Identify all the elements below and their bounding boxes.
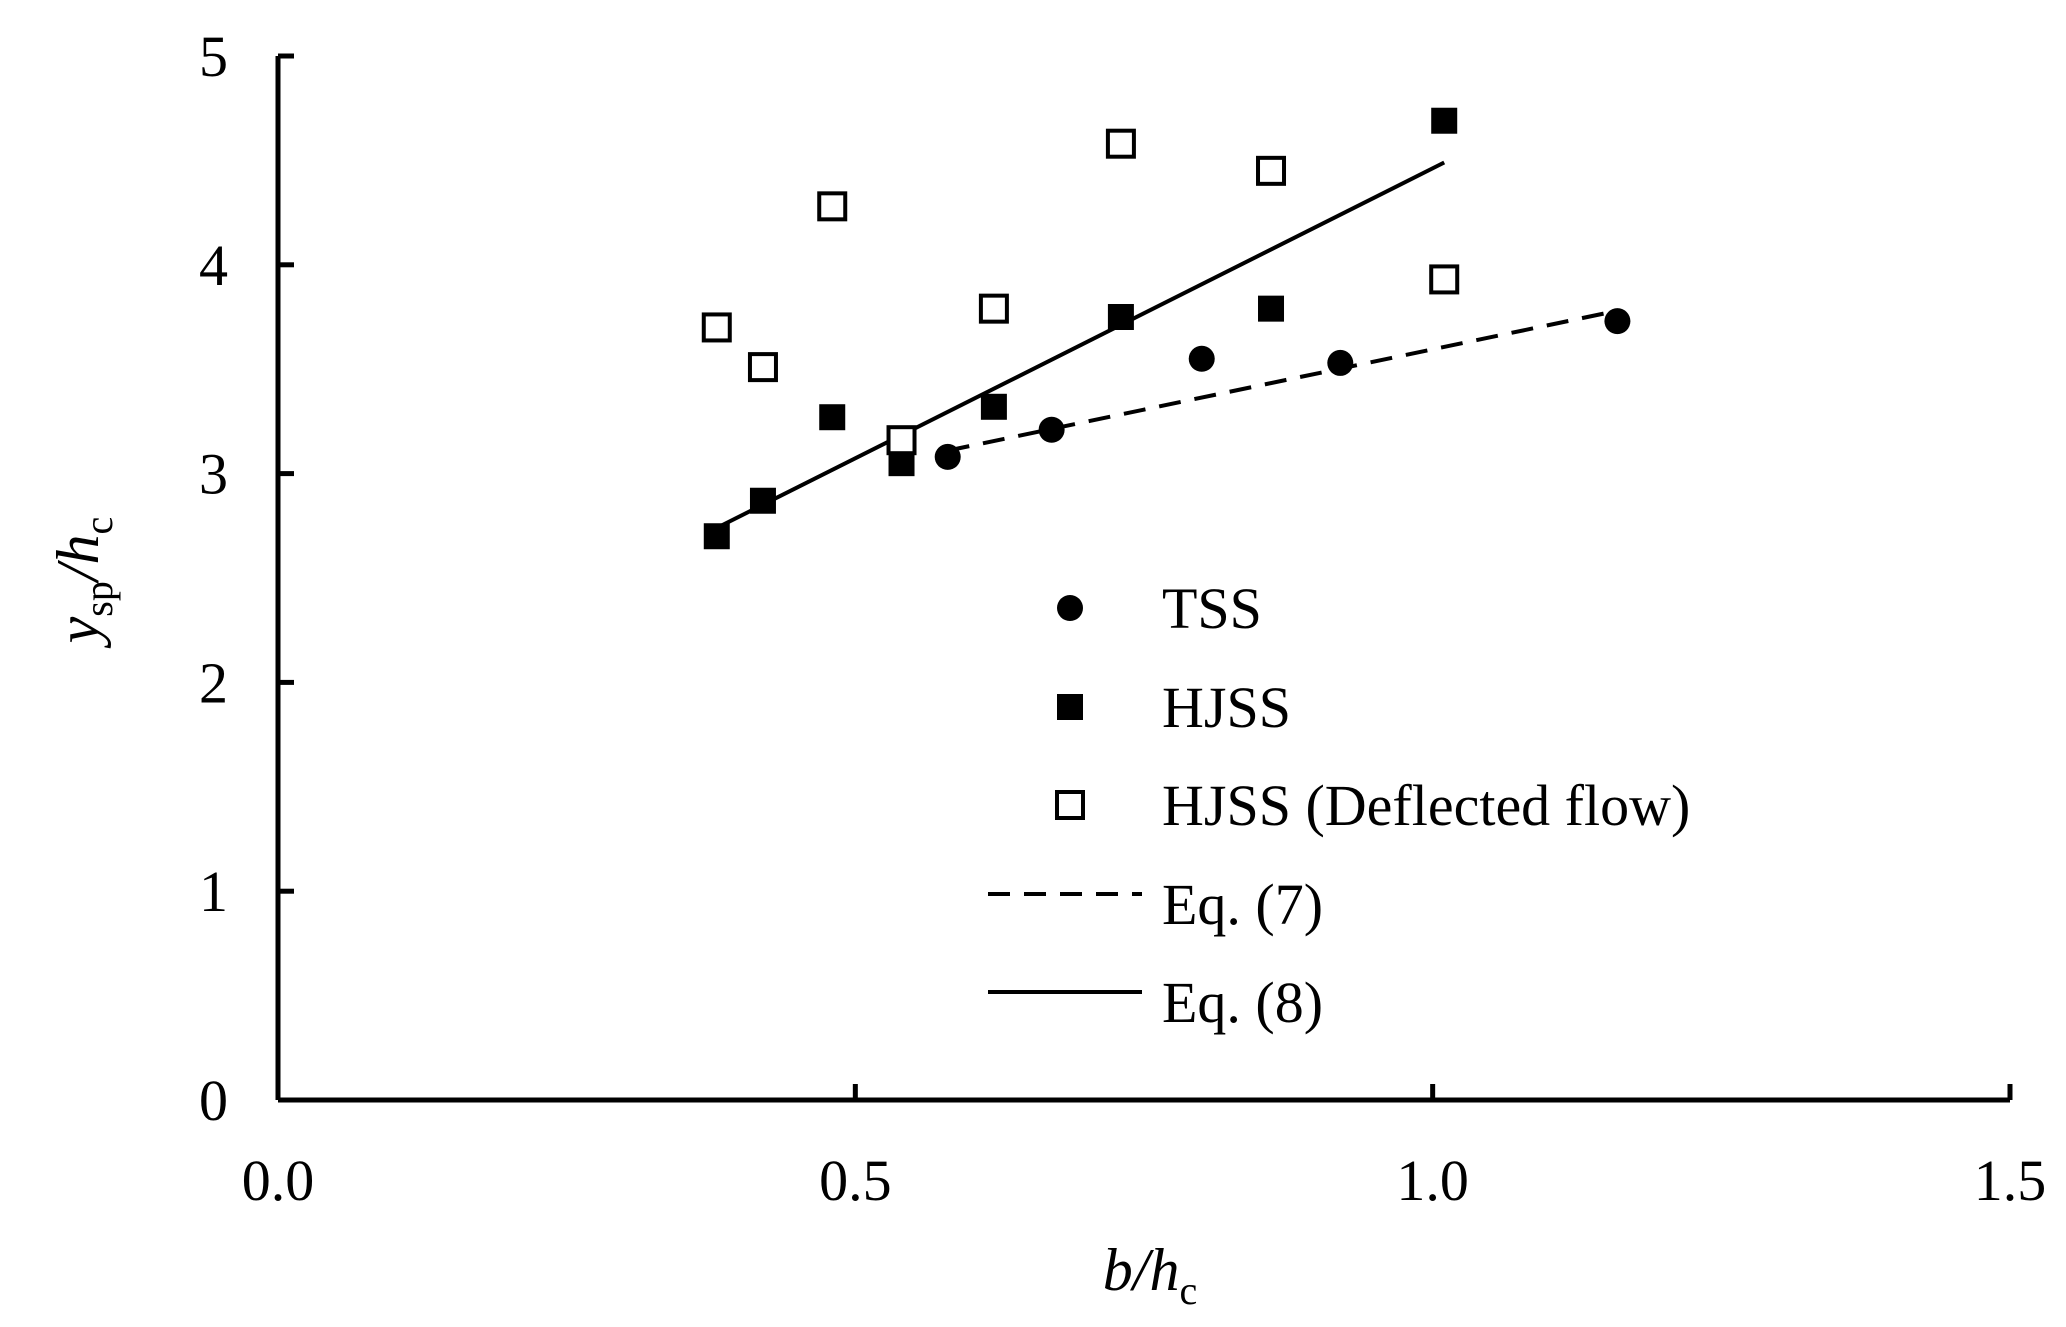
legend-hjss-marker	[1057, 694, 1083, 720]
hjss-deflected-point	[747, 352, 778, 383]
tss-point	[1038, 416, 1065, 443]
x-axis-title-main: b/h	[1103, 1237, 1180, 1303]
legend-hjss-deflected-label: HJSS (Deflected flow)	[1162, 773, 1690, 838]
eq8-line	[715, 160, 1446, 530]
tss-point	[934, 443, 961, 470]
y-axis-title-sub1: sp	[76, 581, 121, 617]
y-tick-label: 1	[199, 859, 228, 924]
y-axis-title: ysp/hc	[45, 517, 121, 650]
axes: 0.0 0.5 1.0 1.5 0 1 2 3 4 5	[199, 24, 2046, 1213]
tss-point	[1604, 308, 1631, 335]
legend-tss-label: TSS	[1162, 576, 1262, 641]
y-axis-title-sub2: c	[76, 517, 121, 535]
x-axis-title: b/hc	[1103, 1237, 1197, 1313]
y-axis-title-mid: /h	[45, 534, 111, 584]
hjss-point	[1431, 107, 1458, 134]
x-tick-label: 1.0	[1396, 1148, 1469, 1213]
legend-hjss-label: HJSS	[1162, 675, 1291, 740]
tss-point	[1327, 349, 1354, 376]
legend-eq7-label: Eq. (7)	[1162, 872, 1323, 937]
y-tick-label: 4	[199, 233, 228, 298]
data-points	[701, 107, 1631, 550]
hjss-point	[819, 404, 846, 431]
legend-tss-marker	[1057, 595, 1083, 621]
y-axis-title-main: y	[45, 616, 111, 649]
hjss-point	[980, 393, 1007, 420]
y-tick-label: 2	[199, 650, 228, 715]
x-tick-label: 1.5	[1974, 1148, 2047, 1213]
y-tick-label: 5	[199, 24, 228, 89]
x-tick-label: 0.5	[819, 1148, 892, 1213]
y-tick-label: 3	[199, 442, 228, 507]
tss-point	[1188, 345, 1215, 372]
fit-lines	[715, 160, 1618, 530]
hjss-deflected-point	[886, 425, 917, 456]
hjss-deflected-point	[1105, 128, 1136, 159]
hjss-deflected-point	[978, 293, 1009, 324]
hjss-point	[1107, 304, 1134, 330]
hjss-deflected-point	[817, 191, 848, 222]
x-axis-title-sub: c	[1179, 1268, 1197, 1313]
legend: TSS HJSS HJSS (Deflected flow) Eq. (7) Eq. (…	[988, 576, 1690, 1035]
y-tick-label: 0	[199, 1068, 228, 1133]
hjss-deflected-point	[1429, 264, 1460, 295]
hjss-point	[749, 487, 776, 514]
x-tick-label: 0.0	[242, 1148, 315, 1213]
legend-eq8-label: Eq. (8)	[1162, 970, 1323, 1035]
hjss-deflected-point	[1256, 155, 1287, 186]
hjss-point	[1258, 295, 1285, 322]
hjss-point	[703, 523, 730, 550]
hjss-deflected-point	[701, 312, 732, 343]
legend-hjss-deflected-marker	[1055, 790, 1085, 820]
